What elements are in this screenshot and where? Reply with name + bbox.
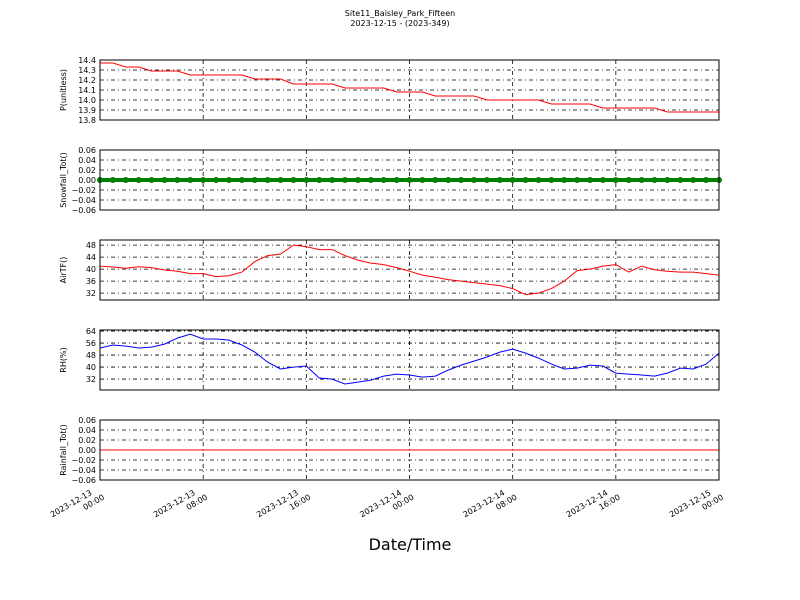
- y-tick-label: 32: [86, 289, 96, 298]
- y-tick-label: 48: [86, 351, 96, 360]
- plot-frame: [99, 149, 720, 211]
- y-tick-label: 14.0: [78, 96, 96, 105]
- y-tick-label: −0.04: [71, 466, 96, 475]
- y-tick-label: 48: [86, 241, 96, 250]
- plot-frame: [99, 329, 720, 391]
- data-line: [99, 244, 720, 296]
- y-tick-label: 14.4: [78, 56, 96, 65]
- y-axis-label: AirTF(): [59, 257, 68, 284]
- y-tick-label: 14.1: [78, 86, 96, 95]
- y-tick-label: 64: [86, 327, 96, 336]
- y-tick-label: 0.02: [78, 436, 96, 445]
- y-axis-label: RH(%): [59, 347, 68, 372]
- y-tick-label: 0.04: [78, 426, 96, 435]
- y-axis-label: Snowfall_Tot(): [59, 152, 68, 208]
- y-tick-label: 0.06: [78, 146, 96, 155]
- y-axis-label: P(unitless): [59, 69, 68, 111]
- plot-frame: [99, 59, 720, 121]
- data-line: [100, 62, 719, 113]
- y-tick-label: 0.06: [78, 416, 96, 425]
- y-tick-label: 0.02: [78, 166, 96, 175]
- y-tick-label: 14.3: [78, 66, 96, 75]
- y-tick-label: −0.02: [71, 456, 96, 465]
- y-tick-label: 0.04: [78, 156, 96, 165]
- chart-title: Site11_Baisley_Park_Fifteen: [345, 9, 455, 18]
- chart-subtitle: 2023-12-15 - (2023-349): [350, 19, 449, 28]
- y-tick-label: −0.06: [71, 206, 96, 215]
- y-tick-label: 0.00: [78, 176, 96, 185]
- y-tick-label: −0.04: [71, 196, 96, 205]
- x-axis-label: Date/Time: [369, 535, 452, 554]
- y-tick-label: 13.9: [78, 106, 96, 115]
- y-tick-label: 36: [86, 277, 96, 286]
- plot-frame: [99, 419, 720, 481]
- y-tick-label: −0.06: [71, 476, 96, 485]
- y-tick-label: 32: [86, 375, 96, 384]
- y-tick-label: 40: [86, 265, 96, 274]
- y-tick-label: 13.8: [78, 116, 96, 125]
- y-tick-label: 14.2: [78, 76, 96, 85]
- y-tick-label: 40: [86, 363, 96, 372]
- data-line: [99, 333, 720, 385]
- y-tick-label: 44: [86, 253, 96, 262]
- y-tick-label: 0.00: [78, 446, 96, 455]
- y-tick-label: −0.02: [71, 186, 96, 195]
- y-tick-label: 56: [86, 339, 96, 348]
- plot-frame: [99, 239, 720, 301]
- y-axis-label: Rainfall_Tot(): [59, 424, 68, 476]
